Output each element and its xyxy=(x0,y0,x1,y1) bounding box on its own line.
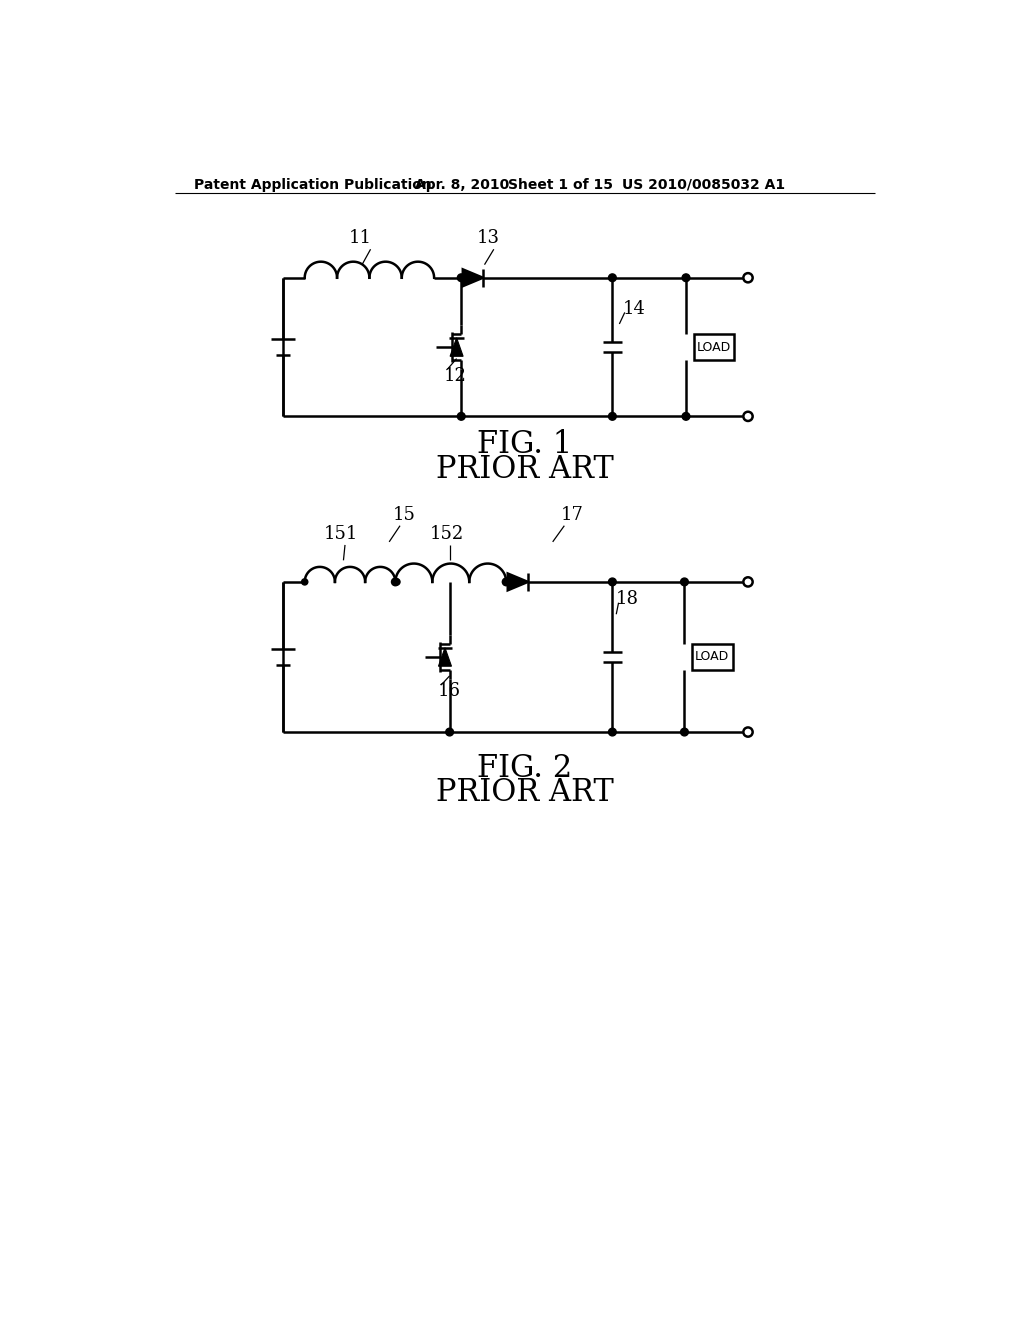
Polygon shape xyxy=(508,573,528,590)
Circle shape xyxy=(503,578,510,586)
Text: PRIOR ART: PRIOR ART xyxy=(436,454,613,484)
FancyBboxPatch shape xyxy=(692,644,732,671)
Circle shape xyxy=(608,578,616,586)
Circle shape xyxy=(681,729,688,737)
Circle shape xyxy=(743,412,753,421)
Text: FIG. 2: FIG. 2 xyxy=(477,752,572,784)
Circle shape xyxy=(743,273,753,282)
Circle shape xyxy=(458,413,465,420)
Text: 152: 152 xyxy=(430,525,465,544)
Polygon shape xyxy=(463,269,483,286)
Circle shape xyxy=(445,729,454,737)
Circle shape xyxy=(608,275,616,281)
Text: 14: 14 xyxy=(623,300,645,318)
Text: Patent Application Publication: Patent Application Publication xyxy=(194,178,432,191)
Circle shape xyxy=(608,413,616,420)
Polygon shape xyxy=(451,338,463,356)
Circle shape xyxy=(391,578,399,586)
Circle shape xyxy=(394,578,400,585)
Text: LOAD: LOAD xyxy=(696,341,731,354)
Circle shape xyxy=(743,727,753,737)
Circle shape xyxy=(743,577,753,586)
Circle shape xyxy=(302,578,308,585)
Text: 11: 11 xyxy=(349,228,372,247)
Text: 13: 13 xyxy=(477,228,500,247)
Text: 12: 12 xyxy=(444,367,467,384)
Circle shape xyxy=(682,413,690,420)
Text: Apr. 8, 2010: Apr. 8, 2010 xyxy=(415,178,509,191)
FancyBboxPatch shape xyxy=(693,334,734,360)
Text: LOAD: LOAD xyxy=(695,651,729,664)
Text: 151: 151 xyxy=(324,525,357,544)
Text: 15: 15 xyxy=(393,506,416,524)
Text: 16: 16 xyxy=(438,682,461,700)
Text: 18: 18 xyxy=(616,590,639,607)
Circle shape xyxy=(458,275,465,281)
Text: FIG. 1: FIG. 1 xyxy=(477,429,572,461)
Polygon shape xyxy=(438,648,452,667)
Circle shape xyxy=(608,729,616,737)
Text: Sheet 1 of 15: Sheet 1 of 15 xyxy=(508,178,612,191)
Text: 17: 17 xyxy=(560,506,584,524)
Circle shape xyxy=(681,578,688,586)
Text: PRIOR ART: PRIOR ART xyxy=(436,777,613,808)
Circle shape xyxy=(682,275,690,281)
Text: US 2010/0085032 A1: US 2010/0085032 A1 xyxy=(623,178,785,191)
